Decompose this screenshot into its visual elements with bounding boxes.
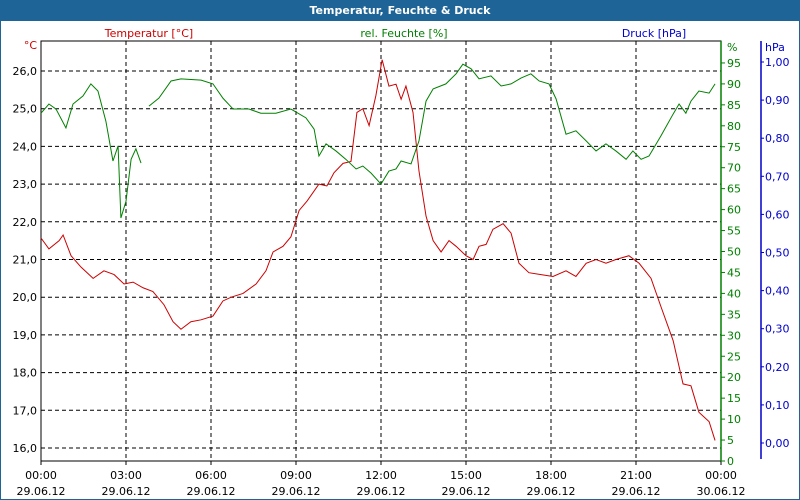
temperature-tick-label: 17,0 bbox=[13, 404, 38, 417]
humidity-unit: % bbox=[727, 41, 737, 54]
pressure-tick-label: 0,40 bbox=[765, 285, 790, 298]
pressure-tick-label: 0,90 bbox=[765, 94, 790, 107]
x-tick-date: 29.06.12 bbox=[17, 485, 66, 498]
pressure-tick-label: 0,00 bbox=[765, 437, 790, 450]
humidity-tick-label: 55 bbox=[727, 225, 741, 238]
temperature-tick-label: 21,0 bbox=[13, 254, 38, 267]
x-tick-time: 00:00 bbox=[705, 469, 737, 482]
pressure-tick-label: 0,80 bbox=[765, 132, 790, 145]
x-tick-date: 29.06.12 bbox=[527, 485, 576, 498]
x-tick-time: 09:00 bbox=[280, 469, 312, 482]
x-tick-time: 03:00 bbox=[110, 469, 142, 482]
temperature-tick-label: 18,0 bbox=[13, 367, 38, 380]
pressure-tick-label: 1,00 bbox=[765, 56, 790, 69]
temperature-tick-label: 26,0 bbox=[13, 65, 38, 78]
humidity-tick-label: 35 bbox=[727, 308, 741, 321]
series-line-temperatur bbox=[40, 59, 716, 441]
x-tick-date: 29.06.12 bbox=[187, 485, 236, 498]
x-tick-time: 15:00 bbox=[450, 469, 482, 482]
humidity-tick-label: 90 bbox=[727, 78, 741, 91]
pressure-tick-label: 0,50 bbox=[765, 247, 790, 260]
temperature-tick-label: 19,0 bbox=[13, 329, 38, 342]
x-tick-time: 00:00 bbox=[25, 469, 57, 482]
humidity-tick-label: 20 bbox=[727, 371, 741, 384]
temperature-tick-label: 22,0 bbox=[13, 216, 38, 229]
temperature-tick-label: 23,0 bbox=[13, 178, 38, 191]
pressure-tick-label: 0,70 bbox=[765, 170, 790, 183]
humidity-tick-label: 40 bbox=[727, 287, 741, 300]
x-tick-time: 21:00 bbox=[620, 469, 652, 482]
chart-title: Temperatur, Feuchte & Druck bbox=[1, 1, 799, 21]
temperature-unit: °C bbox=[24, 39, 38, 52]
series-line-rel-feuchte bbox=[148, 63, 716, 185]
x-tick-date: 29.06.12 bbox=[357, 485, 406, 498]
temperature-tick-label: 16,0 bbox=[13, 442, 38, 455]
humidity-tick-label: 95 bbox=[727, 57, 741, 70]
x-tick-date: 29.06.12 bbox=[442, 485, 491, 498]
legend-temperature: Temperatur [°C] bbox=[104, 27, 193, 40]
legend-humidity: rel. Feuchte [%] bbox=[360, 27, 447, 40]
pressure-unit: hPa bbox=[765, 41, 785, 54]
humidity-tick-label: 5 bbox=[727, 434, 734, 447]
temperature-tick-label: 25,0 bbox=[13, 103, 38, 116]
humidity-tick-label: 70 bbox=[727, 162, 741, 175]
humidity-tick-label: 10 bbox=[727, 413, 741, 426]
legend-pressure: Druck [hPa] bbox=[622, 27, 686, 40]
humidity-tick-label: 85 bbox=[727, 99, 741, 112]
pressure-tick-label: 0,60 bbox=[765, 208, 790, 221]
humidity-tick-label: 65 bbox=[727, 183, 741, 196]
humidity-tick-label: 0 bbox=[727, 455, 734, 468]
pressure-tick-label: 0,20 bbox=[765, 361, 790, 374]
x-tick-date: 29.06.12 bbox=[612, 485, 661, 498]
x-tick-date: 30.06.12 bbox=[697, 485, 746, 498]
humidity-tick-label: 60 bbox=[727, 204, 741, 217]
temperature-tick-label: 20,0 bbox=[13, 291, 38, 304]
x-tick-time: 12:00 bbox=[365, 469, 397, 482]
x-tick-date: 29.06.12 bbox=[272, 485, 321, 498]
humidity-tick-label: 25 bbox=[727, 350, 741, 363]
humidity-tick-label: 15 bbox=[727, 392, 741, 405]
x-tick-time: 18:00 bbox=[535, 469, 567, 482]
pressure-tick-label: 0,10 bbox=[765, 399, 790, 412]
humidity-tick-label: 30 bbox=[727, 329, 741, 342]
temperature-tick-label: 24,0 bbox=[13, 140, 38, 153]
x-tick-time: 06:00 bbox=[195, 469, 227, 482]
humidity-tick-label: 45 bbox=[727, 266, 741, 279]
humidity-tick-label: 80 bbox=[727, 120, 741, 133]
humidity-tick-label: 50 bbox=[727, 246, 741, 259]
humidity-tick-label: 75 bbox=[727, 141, 741, 154]
pressure-tick-label: 0,30 bbox=[765, 323, 790, 336]
series-line-rel-feuchte bbox=[40, 83, 142, 219]
x-tick-date: 29.06.12 bbox=[102, 485, 151, 498]
